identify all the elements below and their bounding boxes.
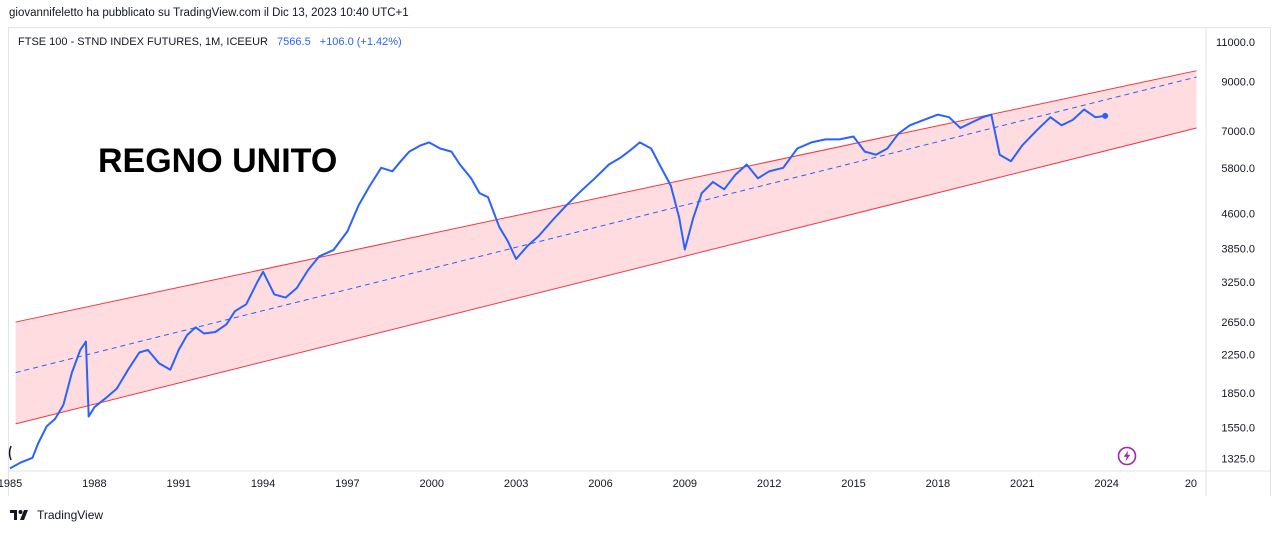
y-tick-label: 3250.0	[1221, 277, 1255, 289]
chart-frame	[8, 27, 1271, 496]
y-tick-label: 1550.0	[1221, 423, 1255, 435]
y-tick-label: 1325.0	[1221, 454, 1255, 466]
publisher-caption: giovannifeletto ha pubblicato su Trading…	[9, 7, 409, 19]
annotation-label: REGNO UNITO	[98, 142, 337, 180]
x-tick-label: 1991	[166, 478, 190, 490]
x-tick-label: 1997	[335, 478, 359, 490]
y-tick-label: 2650.0	[1221, 317, 1255, 329]
y-tick-label: 1850.0	[1221, 388, 1255, 400]
price-line[interactable]	[9, 108, 1106, 470]
tradingview-logo-icon	[10, 510, 28, 520]
footer-brand[interactable]: TradingView	[10, 508, 103, 522]
symbol-legend: FTSE 100 - STND INDEX FUTURES, 1M, ICEEU…	[18, 36, 402, 48]
y-tick-label: 3850.0	[1221, 244, 1255, 256]
scroll-handle[interactable]	[8, 445, 12, 461]
price-change: +106.0 (+1.42%)	[319, 36, 402, 48]
last-price: 7566.5	[277, 36, 311, 48]
x-tick-label: 2015	[841, 478, 865, 490]
lightning-icon[interactable]	[1117, 446, 1137, 466]
x-tick-label: 2000	[420, 478, 444, 490]
last-price-marker	[1102, 112, 1109, 119]
x-tick-label: 1988	[82, 478, 106, 490]
x-tick-label: 1985	[0, 478, 22, 490]
y-tick-label: 11000.0	[1216, 37, 1255, 49]
x-tick-label: 2018	[926, 478, 950, 490]
x-tick-label: 2012	[757, 478, 781, 490]
channel-mid-line[interactable]	[15, 76, 1197, 374]
brand-name: TradingView	[37, 508, 104, 522]
x-tick-label: 2009	[673, 478, 697, 490]
channel-upper-line[interactable]	[15, 70, 1197, 323]
y-tick-label: 4600.0	[1221, 208, 1255, 220]
y-tick-label: 7000.0	[1221, 126, 1255, 138]
channel-lower-line[interactable]	[15, 127, 1197, 425]
y-axis[interactable]: 11000.0 9000.0 7000.0 5800.0 4600.0 3850.0 325…	[1205, 27, 1255, 496]
x-tick-label: 2021	[1010, 478, 1034, 490]
x-tick-label: 2024	[1094, 478, 1118, 490]
x-axis[interactable]: 1985 1988 1991 1994 1997 2000 2003 2006 2009 2012…	[0, 470, 1271, 490]
x-tick-label: 1994	[251, 478, 275, 490]
x-tick-label: 2006	[588, 478, 612, 490]
y-tick-label: 2250.0	[1221, 349, 1255, 361]
x-tick-label: 20	[1185, 478, 1197, 490]
channel-fill	[15, 70, 1197, 424]
y-tick-label: 5800.0	[1221, 163, 1255, 175]
symbol-name: FTSE 100 - STND INDEX FUTURES, 1M, ICEEU…	[18, 36, 268, 48]
y-tick-label: 9000.0	[1221, 76, 1255, 88]
x-tick-label: 2003	[504, 478, 528, 490]
